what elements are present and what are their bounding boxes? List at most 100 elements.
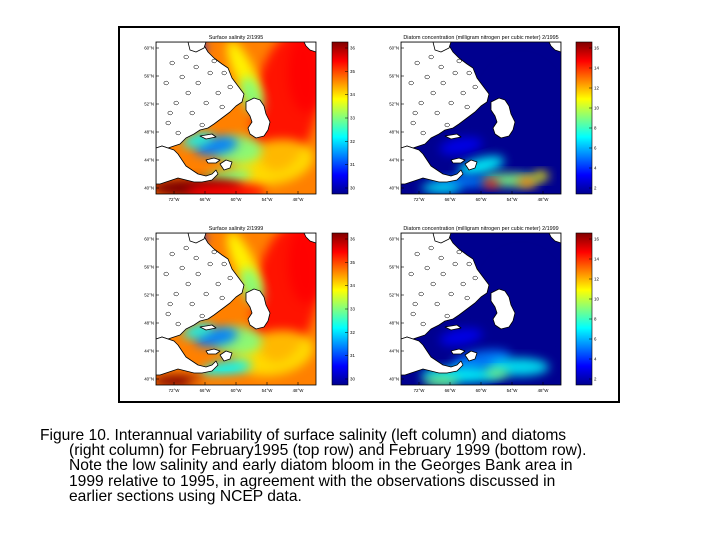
figure-frame: Surface salinity 2/1995 72°W 66°W 60°W 54°W 4…	[118, 26, 620, 403]
x-tick-label-1: 66°W	[445, 388, 457, 393]
lake-1	[424, 265, 431, 271]
lake-3	[173, 100, 180, 106]
colorbar-tick-label-4: 8	[594, 317, 597, 322]
lake-17	[466, 261, 473, 267]
lake-5	[207, 261, 214, 267]
landmass-maritimes	[401, 336, 464, 376]
lake-14	[183, 54, 190, 60]
lake-0	[169, 60, 176, 66]
x-tick-label-0: 72°W	[414, 197, 426, 202]
y-tick-label-1: 56°N	[389, 265, 399, 270]
x-tick-label-4: 48°W	[538, 388, 550, 393]
lake-8	[189, 301, 196, 307]
field-salinity-1995	[156, 42, 316, 194]
lake-11	[464, 104, 471, 110]
x-tick-label-1: 66°W	[200, 388, 212, 393]
colorbar-tick-label-6: 4	[594, 357, 597, 362]
x-tick-label-3: 54°W	[507, 388, 519, 393]
lake-15	[408, 80, 415, 86]
field-blob-35	[439, 328, 483, 346]
field-blob-13	[481, 62, 561, 182]
lake-8	[189, 110, 196, 116]
y-tick-label-4: 44°N	[389, 158, 399, 163]
lake-7	[410, 120, 417, 126]
lake-2	[430, 90, 437, 96]
lake-5	[452, 261, 459, 267]
caption-line-4: 1999 relative to 1995, in agreement with…	[69, 472, 556, 490]
landmass-anticosti	[444, 133, 462, 140]
landmass-labrador	[401, 233, 490, 340]
x-tick-label-2: 60°W	[476, 197, 488, 202]
lake-4	[440, 271, 447, 277]
lake-5	[207, 70, 214, 76]
y-tick-label-5: 40°N	[144, 377, 154, 382]
landmass-maritimes	[156, 145, 219, 185]
colorbar-salinity-1995: 36 35 34 33 32 31 30	[331, 41, 355, 195]
colorbar-tick-label-2: 34	[350, 283, 355, 288]
field-blob-15	[457, 156, 505, 176]
field-blob-2	[288, 42, 316, 112]
x-tick-label-1: 66°W	[445, 197, 457, 202]
lake-12	[472, 84, 479, 90]
colorbar-tick-label-7: 2	[594, 186, 597, 191]
y-tick-label-1: 56°N	[144, 265, 154, 270]
lake-19	[167, 301, 174, 307]
x-tick-label-4: 48°W	[293, 197, 305, 202]
y-tick-label-4: 44°N	[144, 158, 154, 163]
field-blob-18	[517, 177, 537, 187]
lake-17	[221, 261, 228, 267]
lake-3	[173, 291, 180, 297]
landmass-labrador	[401, 42, 490, 149]
colorbar-tick-label-1: 14	[594, 66, 599, 71]
y-tick-label-2: 52°N	[144, 293, 154, 298]
lake-2	[185, 90, 192, 96]
landmass-newfoundland	[490, 97, 516, 139]
lake-16	[199, 122, 206, 128]
lake-0	[414, 251, 421, 257]
colorbar-diatom-1995: 16 14 12 10 8 6 4 2	[575, 41, 599, 195]
panel-title-diatom-1999: Diatom concentration (milligram nitrogen…	[403, 226, 558, 232]
lake-15	[163, 271, 170, 277]
lake-7	[165, 311, 172, 317]
x-tick-label-3: 54°W	[507, 197, 519, 202]
y-tick-label-3: 48°N	[389, 130, 399, 135]
panel-title-diatom-1995: Diatom concentration (milligram nitrogen…	[403, 35, 558, 41]
lake-17	[221, 70, 228, 76]
landmass-maritimes	[156, 336, 219, 376]
landmass-baffin	[187, 42, 207, 53]
lake-19	[412, 110, 419, 116]
lake-5	[452, 70, 459, 76]
y-tick-label-3: 48°N	[144, 130, 154, 135]
landmass-newfoundland	[490, 288, 516, 330]
x-tick-label-0: 72°W	[169, 197, 181, 202]
y-tick-label-0: 60°N	[389, 237, 399, 242]
y-tick-label-3: 48°N	[389, 321, 399, 326]
x-tick-label-0: 72°W	[169, 388, 181, 393]
colorbar-tick-label-4: 32	[350, 139, 355, 144]
landmass-baffin	[187, 233, 207, 244]
lake-8	[434, 301, 441, 307]
lake-13	[456, 58, 463, 64]
landmass-newfoundland	[245, 97, 271, 139]
colorbar-diatom-1999: 16 14 12 10 8 6 4 2	[575, 232, 599, 386]
landmass-greenland	[548, 42, 561, 53]
lake-0	[169, 251, 176, 257]
figure-caption: Figure 10. Interannual variability of su…	[40, 428, 680, 505]
colorbar-tick-label-2: 12	[594, 86, 599, 91]
y-tick-label-2: 52°N	[389, 102, 399, 107]
landmass-maritimes	[401, 145, 464, 185]
colorbar-tick-label-6: 30	[350, 377, 355, 382]
lake-3	[418, 291, 425, 297]
x-tick-label-4: 48°W	[293, 388, 305, 393]
map-salinity-1999: 72°W 66°W 60°W 54°W 48°W 60°N 56°N 52°N 48°N 44°N…	[144, 232, 317, 393]
lake-6	[460, 281, 467, 287]
lake-19	[167, 110, 174, 116]
x-tick-label-1: 66°W	[200, 197, 212, 202]
caption-line-2: (right column) for February1995 (top row…	[69, 442, 587, 460]
x-tick-label-2: 60°W	[231, 388, 243, 393]
lake-9	[203, 291, 210, 297]
colorbar-tick-label-3: 10	[594, 106, 599, 111]
x-tick-label-2: 60°W	[231, 197, 243, 202]
panel-title-salinity-1999: Surface salinity 2/1999	[209, 226, 264, 232]
lake-18	[438, 255, 445, 261]
